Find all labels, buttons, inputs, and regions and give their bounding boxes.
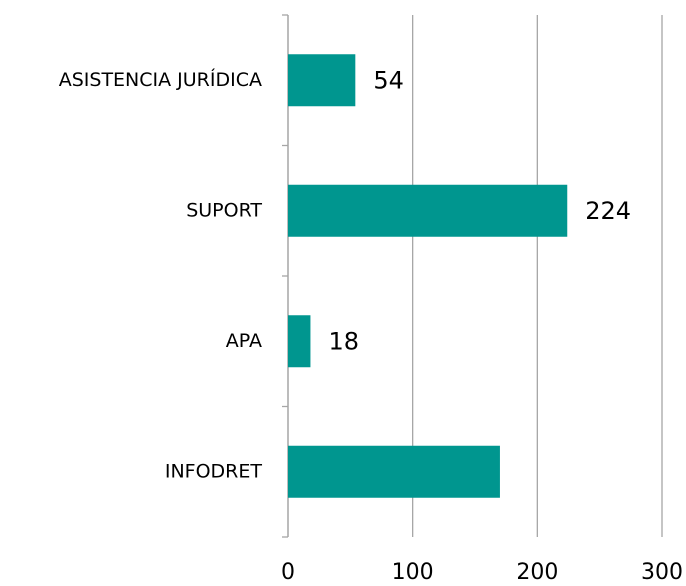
- bar: [288, 54, 356, 107]
- x-tick-label: 200: [516, 560, 558, 585]
- value-label: 224: [585, 197, 631, 225]
- x-tick-label: 0: [281, 560, 295, 585]
- y-tick-label: ASISTENCIA JURÍDICA: [59, 68, 262, 91]
- bar: [288, 445, 500, 498]
- x-tick-label: 100: [392, 560, 434, 585]
- value-label: 18: [328, 327, 359, 355]
- bar: [288, 184, 568, 237]
- value-label: 54: [373, 66, 404, 94]
- y-tick-label: APA: [226, 330, 262, 352]
- y-tick-label: SUPORT: [186, 199, 262, 221]
- bar: [288, 315, 311, 368]
- x-tick-label: 300: [641, 560, 683, 585]
- y-tick-label: INFODRET: [165, 460, 263, 482]
